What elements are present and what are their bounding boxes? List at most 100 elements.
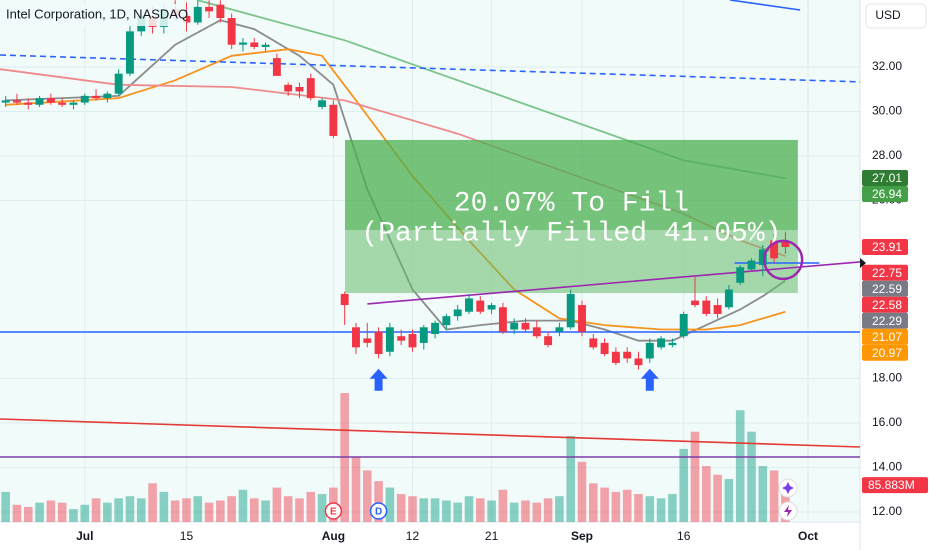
- volume-bar: [555, 496, 564, 522]
- volume-bar: [317, 494, 327, 522]
- highlight-circle: [762, 239, 804, 281]
- candle-body: [239, 42, 247, 45]
- candle-body: [69, 102, 78, 105]
- candle-body: [770, 240, 779, 259]
- candle-body: [284, 84, 293, 92]
- candle-body: [419, 327, 428, 343]
- volume-bar: [430, 498, 440, 522]
- candle-body: [182, 15, 191, 23]
- candle-body: [58, 102, 67, 105]
- y-tick-label: 14.00: [872, 460, 902, 474]
- event-label: E: [330, 507, 337, 518]
- volume-bar: [487, 500, 496, 522]
- volume-bar: [634, 494, 643, 522]
- x-tick-label: 21: [485, 529, 499, 543]
- volume-bar: [136, 498, 146, 522]
- candle-body: [600, 342, 609, 355]
- price-label-bg: [862, 328, 908, 345]
- candle-body: [35, 98, 44, 105]
- crosshair-marker: [860, 258, 866, 268]
- candle-body: [555, 327, 564, 332]
- y-tick-label: 30.00: [872, 104, 902, 118]
- candle-body: [476, 300, 485, 312]
- candle-body: [465, 298, 473, 312]
- volume-bar: [735, 410, 745, 522]
- icon: [784, 505, 792, 517]
- volume-bar: [272, 487, 282, 522]
- candle-body: [724, 289, 733, 308]
- volume-bar: [408, 496, 417, 522]
- x-tick-label: 15: [180, 529, 194, 543]
- y-tick-label: 28.00: [872, 148, 902, 162]
- candle-body: [521, 322, 530, 330]
- event-label: D: [375, 507, 382, 518]
- price-label: 26.94: [872, 187, 902, 201]
- candle-body: [295, 87, 304, 92]
- volume-bar: [532, 502, 542, 522]
- zone-text: 20.07% To Fill: [454, 188, 689, 219]
- price-label: 27.01: [872, 171, 902, 185]
- price-label: 23.91: [872, 240, 902, 254]
- candle-body: [126, 31, 134, 74]
- volume-bar: [385, 487, 395, 522]
- time-axis: [0, 522, 860, 550]
- price-label-bg: [862, 312, 908, 329]
- volume-bar: [713, 474, 722, 522]
- volume-bar: [442, 500, 451, 522]
- volume-bar: [702, 466, 711, 522]
- candle-body: [363, 338, 372, 343]
- zone-lower: [345, 230, 798, 294]
- currency[interactable]: USD: [875, 8, 901, 22]
- fill-zone: [345, 139, 798, 294]
- candle-body: [261, 44, 270, 47]
- x-tick-label: Aug: [322, 529, 345, 543]
- volume-bar: [193, 496, 203, 522]
- candle-body: [46, 98, 55, 103]
- arrow-up: [369, 368, 388, 391]
- zone-text: (Partially Filled 41.05%): [361, 218, 781, 249]
- candle-body: [272, 58, 281, 76]
- event-badge: [324, 502, 343, 520]
- trend-line: [367, 261, 861, 305]
- candle-body: [623, 351, 632, 359]
- volume-bar: [103, 502, 112, 522]
- currency-button[interactable]: [865, 3, 927, 29]
- volume-bar: [419, 498, 429, 522]
- volume-bar: [645, 496, 655, 522]
- volume-bar: [204, 502, 214, 522]
- volume-bar: [182, 498, 191, 522]
- volume-bar: [295, 498, 304, 522]
- volume-bar: [611, 491, 621, 522]
- volume-bar: [475, 498, 485, 522]
- volume-bar: [1, 491, 10, 522]
- candle-body: [487, 305, 496, 310]
- candle-body: [498, 307, 507, 332]
- candle-body: [318, 100, 327, 108]
- price-label-bg: [862, 238, 908, 255]
- volume-bar: [283, 496, 293, 522]
- moving-average: [5, 19, 786, 342]
- trend-line: [0, 54, 861, 83]
- x-tick-label: 16: [677, 529, 691, 543]
- volume-bar: [57, 502, 67, 522]
- candle-body: [453, 309, 462, 317]
- candle-body: [24, 102, 33, 105]
- price-label-bg: [862, 280, 908, 297]
- annotations: 20.07% To Fill(Partially Filled 41.05%) E…: [324, 188, 804, 520]
- volume-bar: [589, 483, 598, 522]
- candle-body: [92, 95, 101, 99]
- price-label: 22.75: [872, 266, 902, 280]
- price-label: 22.58: [872, 298, 902, 312]
- volume-bar: [656, 498, 666, 522]
- candle-body: [80, 95, 89, 103]
- volume-bar: [747, 431, 756, 522]
- event-badge: [369, 502, 388, 520]
- volume-bar: [351, 457, 361, 522]
- candle-body: [702, 300, 711, 314]
- price-label-bg: [862, 170, 908, 187]
- icon: [782, 482, 794, 494]
- candle-body: [1, 100, 10, 103]
- price-label: 22.29: [872, 314, 902, 328]
